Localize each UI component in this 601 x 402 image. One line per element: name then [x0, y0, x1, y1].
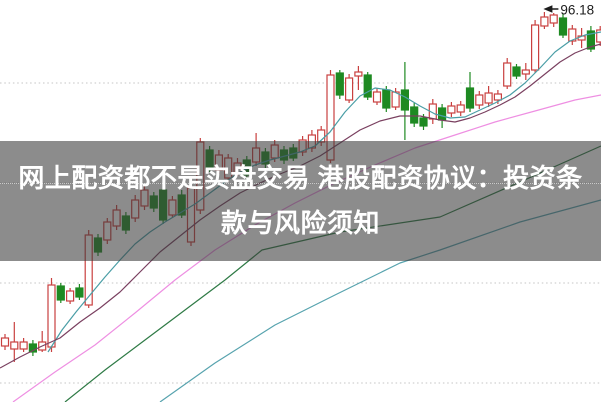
candle	[19, 338, 28, 352]
price-label-text: 96.18	[560, 3, 594, 18]
candle	[10, 322, 19, 362]
candle	[586, 26, 596, 52]
price-label: 96.18	[543, 3, 594, 18]
candle	[530, 20, 540, 73]
candle	[577, 28, 586, 48]
candle	[28, 340, 37, 356]
candle	[75, 284, 84, 300]
candle	[335, 70, 344, 99]
candle	[56, 283, 65, 303]
candle	[503, 58, 512, 89]
candle	[0, 334, 10, 350]
candle	[400, 62, 409, 140]
headline-line-2: 款与风险须知	[220, 208, 380, 238]
candle	[38, 331, 47, 352]
candle	[558, 14, 568, 38]
headline-overlay-band	[0, 141, 601, 261]
candle	[363, 72, 372, 100]
candle	[456, 101, 465, 116]
candle	[549, 13, 558, 27]
candle	[540, 12, 549, 29]
candle	[465, 72, 475, 112]
candle	[596, 26, 601, 46]
candle	[447, 102, 456, 117]
candle	[354, 66, 363, 90]
headline: 网上配资都不是实盘交易 港股配资协议：投资条 款与风险须知	[0, 141, 601, 261]
candle	[475, 91, 484, 109]
candle	[521, 63, 530, 80]
candle	[484, 86, 493, 107]
candle	[410, 103, 419, 127]
candle	[568, 25, 577, 45]
gridline-through-band	[0, 183, 601, 184]
candle	[372, 88, 382, 105]
headline-line-1: 网上配资都不是实盘交易 港股配资协议：投资条	[18, 163, 583, 193]
candle	[345, 74, 354, 103]
candle	[512, 64, 521, 79]
candle	[65, 288, 75, 304]
